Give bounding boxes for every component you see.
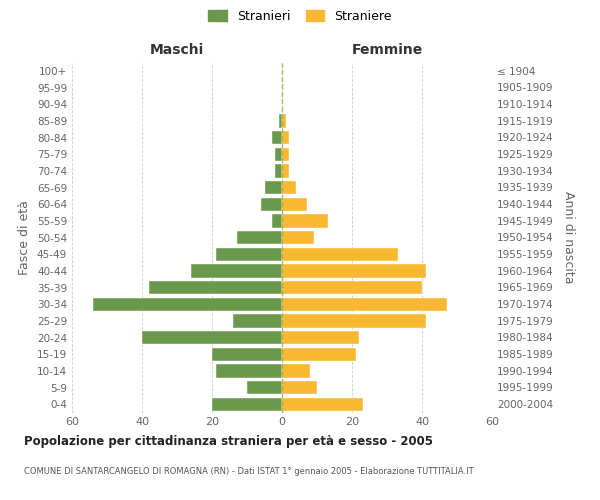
Text: Popolazione per cittadinanza straniera per età e sesso - 2005: Popolazione per cittadinanza straniera p… — [24, 435, 433, 448]
Y-axis label: Anni di nascita: Anni di nascita — [562, 191, 575, 284]
Bar — [282, 381, 317, 394]
Bar — [247, 381, 282, 394]
Bar — [282, 348, 355, 361]
Bar — [191, 264, 282, 278]
Bar — [282, 231, 314, 244]
Bar — [275, 148, 282, 161]
Bar — [236, 231, 282, 244]
Bar — [275, 164, 282, 177]
Bar — [282, 281, 422, 294]
Bar — [282, 214, 328, 228]
Bar — [212, 348, 282, 361]
Bar — [282, 181, 296, 194]
Bar — [215, 364, 282, 378]
Bar — [278, 114, 282, 128]
Bar — [282, 164, 289, 177]
Text: COMUNE DI SANTARCANGELO DI ROMAGNA (RN) - Dati ISTAT 1° gennaio 2005 - Elaborazi: COMUNE DI SANTARCANGELO DI ROMAGNA (RN) … — [24, 468, 473, 476]
Bar — [215, 248, 282, 261]
Bar — [93, 298, 282, 311]
Bar — [233, 314, 282, 328]
Bar — [282, 148, 289, 161]
Bar — [282, 331, 359, 344]
Bar — [265, 181, 282, 194]
Bar — [282, 364, 310, 378]
Bar — [282, 398, 362, 411]
Bar — [282, 264, 425, 278]
Bar — [142, 331, 282, 344]
Bar — [212, 398, 282, 411]
Bar — [271, 214, 282, 228]
Text: Femmine: Femmine — [352, 44, 422, 58]
Bar — [282, 198, 307, 211]
Bar — [282, 114, 286, 128]
Y-axis label: Fasce di età: Fasce di età — [19, 200, 31, 275]
Bar — [282, 314, 425, 328]
Bar — [271, 131, 282, 144]
Legend: Stranieri, Straniere: Stranieri, Straniere — [205, 6, 395, 26]
Bar — [282, 248, 398, 261]
Bar — [261, 198, 282, 211]
Bar — [282, 131, 289, 144]
Bar — [282, 298, 446, 311]
Text: Maschi: Maschi — [150, 44, 204, 58]
Bar — [149, 281, 282, 294]
